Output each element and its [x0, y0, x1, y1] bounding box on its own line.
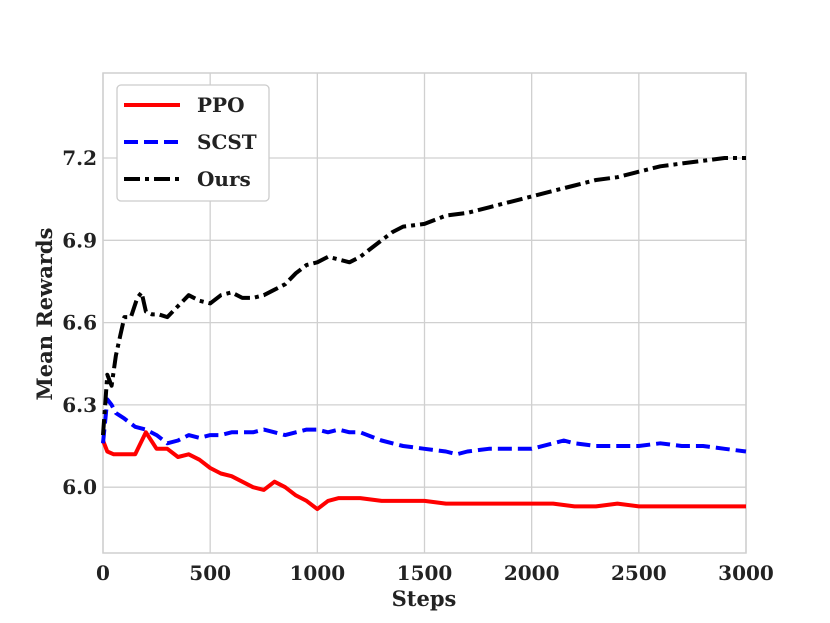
x-tick-label: 0: [96, 561, 110, 585]
y-axis-label: Mean Rewards: [32, 228, 57, 401]
legend-label-scst: SCST: [197, 130, 257, 154]
plot-frame: [102, 72, 747, 554]
y-tick-label: 6.6: [62, 311, 97, 335]
x-tick-label: 2000: [504, 561, 560, 585]
y-tick-label: 7.2: [62, 146, 97, 170]
y-tick-label: 6.0: [62, 475, 97, 499]
y-tick-label: 6.3: [62, 393, 97, 417]
x-tick-label: 3000: [718, 561, 774, 585]
x-axis-ticks: 0 500 1000 1500 2000 2500 3000: [96, 561, 774, 585]
series-line-scst: [101, 397, 747, 457]
legend-label-ours: Ours: [197, 167, 251, 191]
y-axis-ticks: 6.0 6.3 6.6 6.9 7.2: [62, 146, 97, 499]
legend-box: [116, 84, 270, 202]
series-line-ours: [101, 156, 746, 436]
series-line-ppo: [101, 430, 746, 512]
legend-label-ppo: PPO: [197, 93, 245, 117]
x-tick-label: 500: [189, 561, 231, 585]
x-tick-label: 1500: [397, 561, 453, 585]
x-tick-label: 2500: [611, 561, 667, 585]
legend: PPO SCST Ours: [116, 84, 270, 202]
series-layer: [101, 156, 747, 512]
y-tick-label: 6.9: [62, 228, 97, 252]
x-tick-label: 1000: [289, 561, 345, 585]
x-axis-label: Steps: [392, 586, 457, 611]
